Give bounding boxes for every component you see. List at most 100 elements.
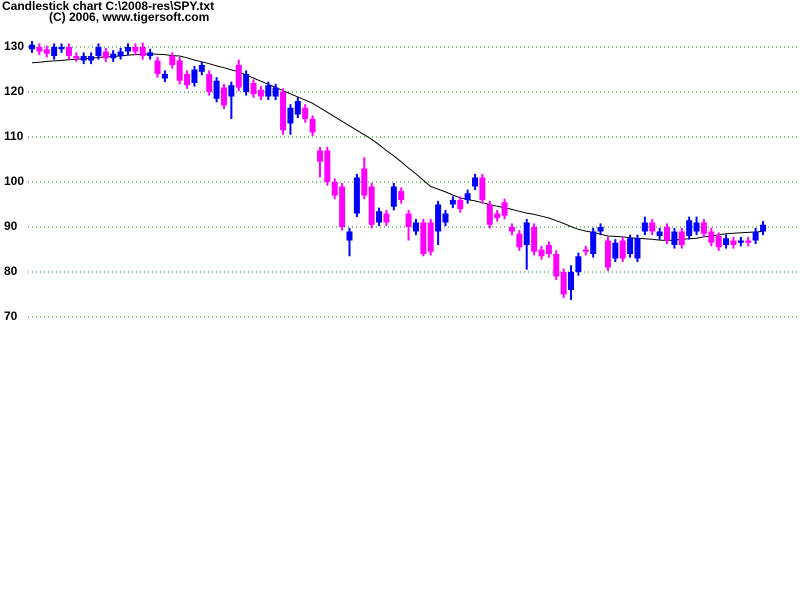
- candle-body: [435, 204, 442, 232]
- candle-body: [198, 65, 205, 72]
- candle-body: [464, 193, 471, 200]
- candle-body: [449, 200, 456, 205]
- candle-body: [191, 69, 198, 83]
- candle-body: [723, 238, 730, 245]
- candle-body: [331, 182, 338, 196]
- candle-body: [516, 233, 523, 248]
- candle-body: [51, 47, 58, 56]
- candle-body: [73, 56, 80, 59]
- candle-body: [745, 240, 752, 243]
- y-tick-label: 90: [4, 219, 18, 233]
- candle-body: [124, 47, 131, 52]
- candle-body: [184, 74, 191, 86]
- candle-body: [508, 227, 515, 232]
- candle-body: [243, 74, 250, 92]
- candle-body: [472, 177, 479, 187]
- candle-body: [553, 254, 560, 277]
- candle-body: [117, 51, 124, 56]
- candle-body: [316, 150, 323, 162]
- candle-body: [427, 222, 434, 252]
- candle-body: [568, 272, 575, 290]
- candle-body: [58, 47, 65, 50]
- candle-body: [65, 47, 72, 56]
- candle-body: [220, 87, 227, 106]
- candle-body: [80, 56, 87, 61]
- candle-body: [412, 222, 419, 232]
- candle-body: [228, 85, 235, 97]
- candle-body: [760, 224, 766, 232]
- candle-body: [235, 65, 242, 88]
- y-tick-label: 70: [4, 309, 18, 323]
- candle-body: [110, 53, 117, 59]
- candle-body: [730, 240, 737, 245]
- candle-body: [368, 186, 375, 225]
- candle-body: [257, 89, 264, 97]
- candle-body: [383, 213, 390, 223]
- candle-body: [649, 222, 656, 232]
- candle-body: [590, 231, 597, 254]
- candle-body: [612, 242, 619, 259]
- candle-body: [176, 60, 183, 81]
- candle-body: [398, 191, 405, 200]
- candle-body: [604, 240, 611, 268]
- y-tick-label: 130: [4, 39, 24, 53]
- chart-title: Candlestick chart C:\2008-res\SPY.txt: [2, 0, 214, 13]
- candle-body: [737, 240, 744, 243]
- candle-body: [715, 236, 722, 248]
- candle-body: [29, 44, 35, 50]
- candle-body: [582, 249, 589, 252]
- candle-body: [545, 245, 552, 254]
- candle-body: [339, 186, 346, 227]
- candle-body: [501, 202, 508, 216]
- candle-body: [43, 49, 50, 54]
- candle-body: [169, 56, 176, 65]
- candle-body: [147, 52, 154, 56]
- candle-body: [686, 220, 693, 236]
- candle-body: [88, 56, 95, 61]
- candle-body: [708, 231, 715, 243]
- candle-body: [36, 47, 43, 52]
- chart-subtitle: (C) 2006, www.tigersoft.com: [49, 10, 209, 24]
- candle-body: [538, 249, 545, 257]
- moving-average-line: [31, 53, 764, 242]
- candle-body: [376, 211, 383, 223]
- candle-body: [619, 240, 626, 259]
- candle-body: [420, 222, 427, 254]
- candle-body: [309, 119, 316, 133]
- candle-body: [353, 177, 360, 214]
- candle-body: [693, 222, 700, 232]
- y-tick-label: 110: [4, 129, 24, 143]
- candle-body: [302, 107, 309, 119]
- candle-body: [678, 231, 685, 245]
- candle-body: [523, 222, 530, 245]
- candle-body: [132, 47, 139, 52]
- candle-body: [575, 256, 582, 272]
- candle-body: [457, 200, 464, 209]
- candle-body: [390, 186, 397, 207]
- candle-body: [560, 272, 567, 295]
- candle-body: [280, 92, 287, 131]
- candle-body: [250, 83, 257, 95]
- y-tick-label: 100: [4, 174, 24, 188]
- candle-body: [664, 227, 671, 241]
- candle-body: [442, 213, 449, 223]
- candle-body: [531, 227, 538, 252]
- candle-body: [494, 213, 501, 218]
- candle-body: [102, 51, 109, 59]
- candle-body: [361, 168, 368, 196]
- candle-body: [597, 227, 604, 232]
- candle-body: [656, 231, 663, 236]
- candle-body: [752, 231, 759, 241]
- candle-body: [479, 177, 486, 200]
- candle-body: [154, 60, 161, 74]
- candle-body: [287, 107, 294, 124]
- y-tick-label: 80: [4, 264, 18, 278]
- candle-body: [95, 47, 102, 56]
- candle-body: [627, 238, 634, 254]
- candle-body: [294, 101, 301, 115]
- candle-body: [139, 47, 146, 56]
- candle-body: [671, 231, 678, 245]
